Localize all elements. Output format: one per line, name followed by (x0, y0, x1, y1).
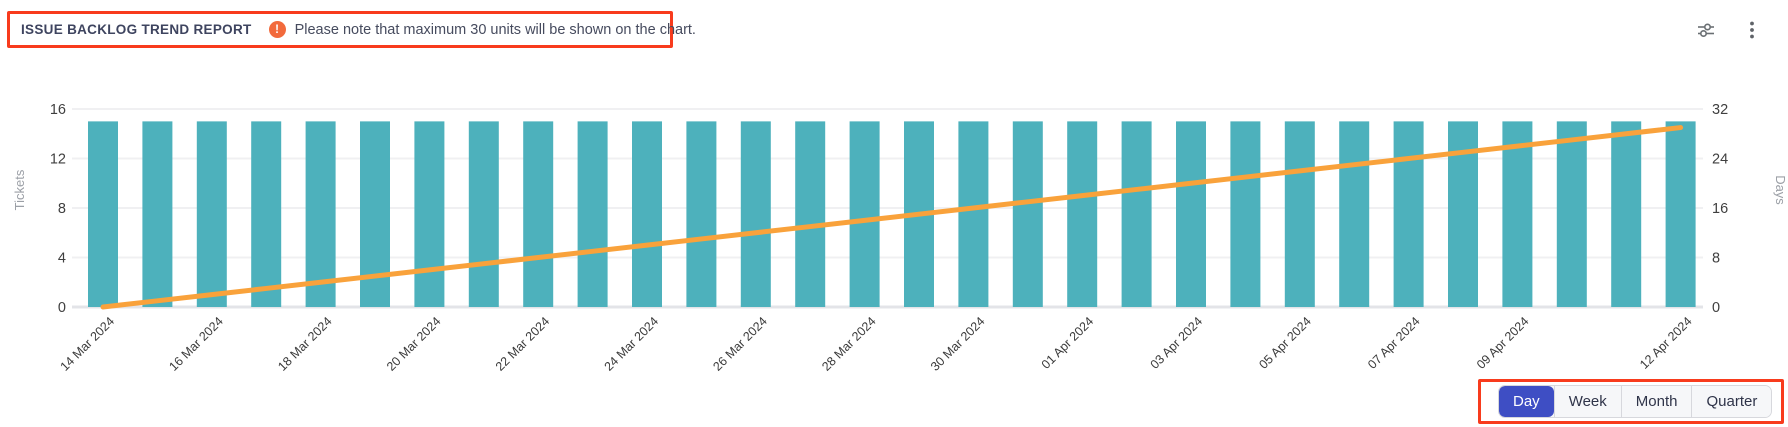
bar (1012, 121, 1043, 307)
bar (251, 121, 282, 307)
x-axis-labels: 14 Mar 2024 16 Mar 2024 18 Mar 2024 20 Mar … (58, 314, 1695, 374)
x-axis-label: 28 Mar 2024 (819, 314, 879, 374)
x-axis-label: 18 Mar 2024 (275, 314, 335, 374)
chart-toolbar (1694, 18, 1764, 42)
report-title: ISSUE BACKLOG TREND REPORT (21, 22, 252, 37)
bar (1556, 121, 1587, 307)
chart-svg: 0 4 8 12 16 Tickets 0 8 16 24 32 Days 14 Mar 2024 16 … (12, 102, 1788, 374)
kebab-menu-icon[interactable] (1740, 18, 1764, 42)
sliders-icon[interactable] (1694, 18, 1718, 42)
left-axis-tick: 4 (58, 251, 66, 267)
bar (1284, 121, 1315, 307)
granularity-button-group: Day Week Month Quarter (1498, 385, 1773, 418)
bar (196, 121, 227, 307)
annotation-box-granularity (1478, 379, 1784, 424)
bar (1339, 121, 1370, 307)
x-axis-label: 01 Apr 2024 (1039, 314, 1097, 372)
x-axis-label: 20 Mar 2024 (384, 314, 444, 374)
bar (577, 121, 608, 307)
left-axis-tick: 8 (58, 201, 66, 217)
max-units-note: Please note that maximum 30 units will b… (294, 21, 696, 38)
x-axis-label: 16 Mar 2024 (166, 314, 226, 374)
alert-circle-icon: ! (268, 21, 286, 38)
x-axis-label: 07 Apr 2024 (1365, 314, 1423, 372)
bar (305, 121, 336, 307)
right-axis-tick: 8 (1712, 251, 1720, 267)
bar (1230, 121, 1261, 307)
right-axis-tick: 0 (1712, 300, 1720, 316)
x-axis-label: 24 Mar 2024 (602, 314, 662, 374)
left-axis-tick: 12 (50, 152, 66, 168)
right-axis-tick: 16 (1712, 201, 1728, 217)
bar (1665, 121, 1696, 307)
left-axis-tick: 0 (58, 300, 66, 316)
bar (523, 121, 554, 307)
bar (142, 121, 173, 307)
grid-lines (72, 108, 1703, 309)
right-axis-title: Days (1773, 175, 1788, 205)
granularity-button-week[interactable]: Week (1553, 386, 1621, 417)
right-axis-tick: 32 (1712, 102, 1728, 118)
x-axis-label: 14 Mar 2024 (58, 314, 118, 374)
x-axis-label: 05 Apr 2024 (1256, 314, 1314, 372)
bar (1502, 121, 1533, 307)
x-axis-label: 09 Apr 2024 (1474, 314, 1532, 372)
bar (414, 121, 445, 307)
bar (740, 121, 771, 307)
bar (1176, 121, 1206, 307)
x-axis-label: 30 Mar 2024 (928, 314, 988, 374)
bar (88, 121, 118, 307)
x-axis-label: 03 Apr 2024 (1148, 314, 1206, 372)
bar (795, 121, 826, 307)
trend-line-series-days (100, 125, 1684, 310)
y-axis-left: 0 4 8 12 16 Tickets (12, 102, 66, 316)
bar (849, 121, 880, 307)
line-layer (100, 125, 1684, 310)
bar (1067, 121, 1098, 307)
backlog-trend-chart: 0 4 8 12 16 Tickets 0 8 16 24 32 Days 14 Mar 2024 16 … (0, 85, 1788, 385)
left-axis-title: Tickets (12, 169, 27, 210)
y-axis-right: 0 8 16 24 32 Days (1712, 102, 1788, 316)
bar (1121, 121, 1152, 307)
bar (958, 121, 989, 307)
bar (632, 121, 662, 307)
bar (686, 121, 717, 307)
x-axis-label: 22 Mar 2024 (493, 314, 553, 374)
x-axis-label: 26 Mar 2024 (710, 314, 770, 374)
granularity-button-quarter[interactable]: Quarter (1691, 386, 1772, 417)
bar (468, 121, 499, 307)
bar (1393, 121, 1424, 307)
x-axis-label: 12 Apr 2024 (1637, 314, 1695, 372)
granularity-button-day[interactable]: Day (1499, 386, 1554, 417)
granularity-button-month[interactable]: Month (1620, 386, 1692, 417)
bar (1611, 121, 1642, 307)
annotation-box-header: ISSUE BACKLOG TREND REPORT ! Please note… (7, 11, 696, 48)
left-axis-tick: 16 (50, 102, 66, 118)
right-axis-tick: 24 (1712, 152, 1728, 168)
